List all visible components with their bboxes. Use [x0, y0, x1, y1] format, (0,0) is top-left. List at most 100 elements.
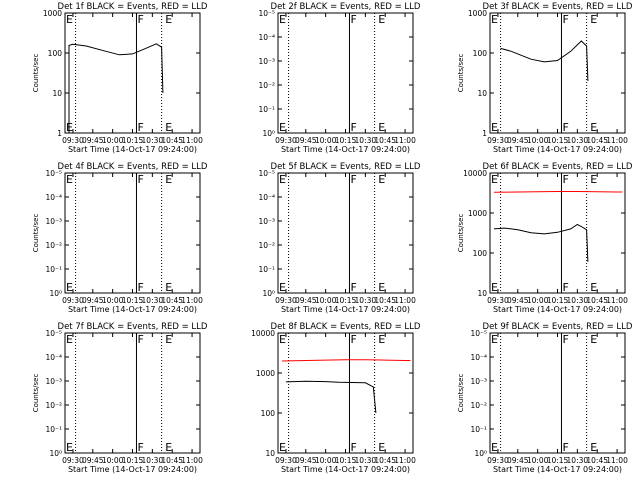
y-tick-label: 10⁻⁴	[45, 353, 62, 362]
marker-label-bottom: F	[562, 281, 568, 294]
y-tick-label: 10⁻³	[470, 377, 487, 386]
x-tick-label: 10:00	[102, 136, 124, 145]
x-axis-label: Start Time (14-Oct-17 09:24:00)	[493, 465, 622, 474]
x-tick-label: 11:00	[181, 456, 203, 465]
x-tick-label: 10:30	[355, 456, 377, 465]
x-tick-label: 11:00	[181, 136, 203, 145]
x-tick-label: 10:45	[374, 136, 396, 145]
x-axis-label: Start Time (14-Oct-17 09:24:00)	[281, 465, 410, 474]
x-tick-label: 10:30	[142, 456, 164, 465]
y-axis-label: Counts/sec	[457, 374, 465, 413]
x-tick-label: 10:30	[355, 136, 377, 145]
marker-label-bottom: F	[137, 121, 143, 134]
marker-label-bottom: E	[279, 441, 286, 454]
y-tick-label: 10⁻⁴	[258, 33, 275, 42]
marker-label-bottom: E	[491, 121, 498, 134]
y-axis-label: Counts/sec	[32, 374, 40, 413]
y-tick-label: 10⁻²	[470, 401, 487, 410]
y-tick-label: 10⁰	[262, 129, 275, 138]
y-tick-label: 10⁻⁵	[258, 9, 275, 18]
x-tick-label: 09:30	[275, 136, 297, 145]
panel-det-5: Det 5f BLACK = Events, RED = LLD 10⁰ 10⁻¹ 1…	[258, 162, 420, 314]
plot-frame	[64, 12, 201, 134]
events-series-line	[493, 223, 589, 262]
x-tick-label: 09:45	[507, 296, 529, 305]
y-tick-label: 10⁻⁵	[470, 329, 487, 338]
marker-label-top: F	[137, 173, 143, 186]
x-tick-label: 10:15	[547, 136, 569, 145]
x-tick-label: 11:00	[181, 296, 203, 305]
marker-label-bottom: E	[491, 281, 498, 294]
x-tick-label: 09:45	[295, 296, 317, 305]
plot-frame	[277, 172, 414, 294]
marker-label-top: F	[350, 13, 356, 26]
panel-title: Det 9f BLACK = Events, RED = LLD	[483, 322, 633, 332]
x-tick-label: 10:15	[547, 456, 569, 465]
y-tick-label: 10⁻¹	[258, 265, 275, 274]
panel-title: Det 5f BLACK = Events, RED = LLD	[271, 162, 421, 172]
marker-label-top: E	[590, 173, 597, 186]
y-tick-label: 10⁰	[49, 449, 62, 458]
x-tick-label: 10:15	[122, 456, 144, 465]
marker-label-top: F	[562, 13, 568, 26]
panel-title: Det 6f BLACK = Events, RED = LLD	[483, 162, 633, 172]
panel-title: Det 8f BLACK = Events, RED = LLD	[271, 322, 421, 332]
plot-frame	[64, 172, 201, 294]
x-tick-label: 10:45	[374, 296, 396, 305]
marker-label-top: F	[350, 333, 356, 346]
x-tick-label: 10:00	[315, 456, 337, 465]
x-axis-label: Start Time (14-Oct-17 09:24:00)	[281, 145, 410, 154]
events-series-line	[285, 380, 377, 414]
y-tick-label: 10	[52, 89, 62, 98]
panel-title: Det 4f BLACK = Events, RED = LLD	[58, 162, 208, 172]
x-tick-label: 09:30	[487, 456, 509, 465]
marker-label-bottom: F	[137, 281, 143, 294]
lld-series-line	[493, 191, 623, 193]
marker-label-top: E	[66, 333, 73, 346]
panel-det-1: Det 1f BLACK = Events, RED = LLD Counts/s…	[32, 2, 208, 154]
x-tick-label: 10:15	[335, 136, 357, 145]
x-tick-label: 10:30	[567, 136, 589, 145]
y-tick-label: 100	[48, 49, 63, 58]
x-axis-label: Start Time (14-Oct-17 09:24:00)	[493, 145, 622, 154]
x-tick-label: 10:00	[527, 136, 549, 145]
y-axis-label: Counts/sec	[32, 214, 40, 253]
marker-label-bottom: E	[378, 441, 385, 454]
plot-frame	[277, 12, 414, 134]
marker-label-top: E	[590, 13, 597, 26]
marker-label-bottom: E	[279, 281, 286, 294]
marker-label-top: E	[165, 333, 172, 346]
y-tick-label: 1000	[468, 9, 487, 18]
marker-label-bottom: E	[165, 121, 172, 134]
marker-label-top: E	[66, 173, 73, 186]
marker-label-top: E	[66, 13, 73, 26]
x-tick-label: 10:45	[586, 456, 608, 465]
plot-frame	[489, 332, 626, 454]
events-series-line	[68, 43, 164, 133]
x-tick-label: 09:30	[62, 136, 84, 145]
x-tick-label: 10:30	[567, 296, 589, 305]
x-tick-label: 10:45	[374, 456, 396, 465]
x-tick-label: 10:00	[102, 456, 124, 465]
marker-label-bottom: E	[378, 121, 385, 134]
x-tick-label: 09:45	[295, 456, 317, 465]
x-tick-label: 09:45	[507, 456, 529, 465]
y-axis-label: Counts/sec	[457, 54, 465, 93]
marker-label-bottom: F	[350, 121, 356, 134]
x-tick-label: 10:00	[527, 456, 549, 465]
x-tick-label: 11:00	[394, 296, 416, 305]
y-tick-label: 10⁰	[49, 289, 62, 298]
panel-det-4: Det 4f BLACK = Events, RED = LLD Counts/s…	[32, 162, 208, 314]
marker-label-top: F	[562, 173, 568, 186]
y-tick-label: 10⁻³	[45, 377, 62, 386]
panel-det-2: Det 2f BLACK = Events, RED = LLD 10⁰ 10⁻¹ 1…	[258, 2, 420, 154]
marker-label-top: F	[350, 173, 356, 186]
x-tick-label: 10:45	[586, 136, 608, 145]
marker-label-bottom: E	[590, 281, 597, 294]
marker-label-top: E	[491, 13, 498, 26]
x-tick-label: 09:45	[82, 136, 104, 145]
lld-series-line	[281, 359, 411, 362]
marker-label-top: E	[378, 13, 385, 26]
y-tick-label: 10⁻⁵	[258, 169, 275, 178]
